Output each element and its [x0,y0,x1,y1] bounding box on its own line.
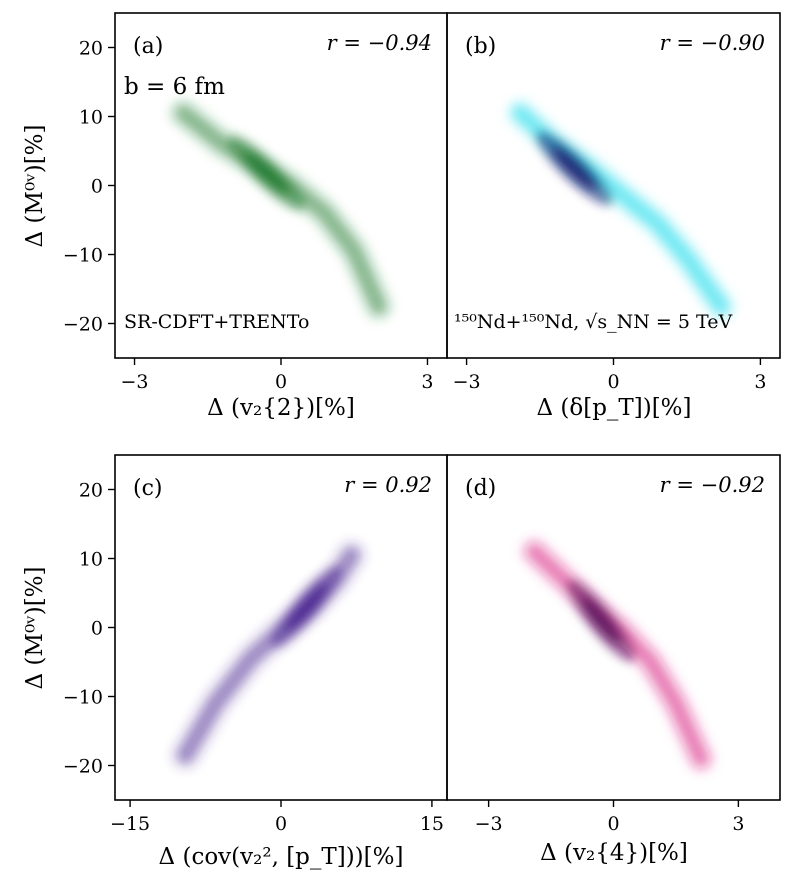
model-label: SR-CDFT+TRENTo [124,311,309,333]
panel-b-ticks: −3 0 3 [453,358,766,393]
density-cloud [505,98,737,322]
panel-b-correlation: r = −0.90 [660,31,765,55]
panel-c-density [170,540,367,771]
density-cloud [168,98,394,322]
x-tick-label: 0 [607,813,619,835]
density-peak [581,596,621,645]
x-tick-label: 0 [275,813,287,835]
panel-b-density [505,98,737,322]
y-tick-label: −10 [63,245,103,267]
panel-b-label: (b) [465,34,496,59]
y-tick-label: −20 [63,756,103,778]
x-tick-label: −3 [121,371,149,393]
density-peak [244,151,289,195]
y-tick-label: 0 [91,176,103,198]
y-tick-label: 10 [79,107,103,129]
x-tick-label: −3 [453,371,481,393]
panel-a-correlation: r = −0.94 [327,31,432,55]
panel-c: −15 0 15 −20 −10 0 10 20 (c) r = 0.92 Δ (cov(v₂… [22,454,448,870]
panel-d-correlation: r = −0.92 [660,473,765,497]
panel-c-correlation: r = 0.92 [344,473,432,497]
panel-d-label: (d) [465,476,496,501]
bottom-ylabel: Δ (M⁰ᵛ)[%] [22,566,48,689]
x-tick-label: −15 [110,813,150,835]
panel-a-xlabel: Δ (v₂{2})[%] [207,395,355,421]
panel-c-xlabel: Δ (cov(v₂², [p_T]))[%] [159,844,404,870]
x-tick-label: 3 [754,371,766,393]
x-tick-label: 3 [421,371,433,393]
panel-d-density [519,536,716,774]
density-cloud [170,540,367,771]
impact-parameter-label: b = 6 fm [124,74,225,100]
panel-a-label: (a) [133,34,163,59]
x-tick-label: 0 [607,371,619,393]
top-ylabel: Δ (M⁰ᵛ)[%] [22,124,48,247]
panel-a-ticks: −3 0 3 −20 −10 0 10 20 [63,38,434,394]
density-peak [552,146,597,190]
panel-a-density [168,98,394,322]
panel-a: −3 0 3 −20 −10 0 10 20 (a) r = −0.94 b = 6 fm S… [22,12,448,421]
density-layer-3 [177,107,385,313]
x-tick-label: −3 [475,813,503,835]
x-tick-label: 15 [420,813,444,835]
panel-d-ticks: −3 0 3 [475,800,744,835]
x-tick-label: 0 [275,371,287,393]
y-tick-label: 10 [79,549,103,571]
y-tick-label: 0 [91,618,103,640]
y-tick-label: 20 [79,38,103,60]
y-tick-label: −10 [63,687,103,709]
panel-c-label: (c) [133,476,163,501]
panel-d: −3 0 3 (d) r = −0.92 Δ (v₂{4})[%] [446,454,781,866]
panel-b: −3 0 3 (b) r = −0.90 ¹⁵⁰Nd+¹⁵⁰Nd, √s_NN = … [446,12,781,421]
y-tick-label: −20 [63,314,103,336]
panel-b-xlabel: Δ (δ[p_T])[%] [536,395,691,421]
collision-system-label: ¹⁵⁰Nd+¹⁵⁰Nd, √s_NN = 5 TeV [454,311,732,333]
y-tick-label: 20 [79,480,103,502]
x-tick-label: 3 [732,813,744,835]
panel-d-xlabel: Δ (v₂{4})[%] [540,840,688,866]
density-peak [286,583,327,631]
density-cloud [519,536,716,774]
panel-c-ticks: −15 0 15 −20 −10 0 10 20 [63,480,444,836]
